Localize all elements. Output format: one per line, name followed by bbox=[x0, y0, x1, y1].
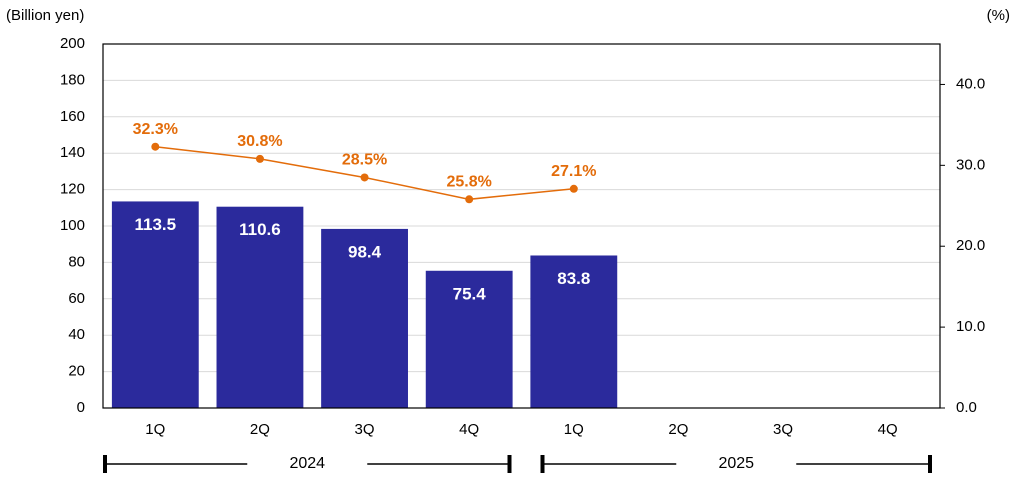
x-tick-label: 2Q bbox=[250, 421, 270, 438]
bar-label: 83.8 bbox=[557, 269, 590, 288]
bar bbox=[216, 206, 304, 408]
y-tick-label: 100 bbox=[60, 217, 85, 234]
x-tick-label: 4Q bbox=[878, 421, 898, 438]
bar bbox=[321, 228, 408, 408]
y-tick-label: 0 bbox=[77, 399, 85, 416]
bar-label: 110.6 bbox=[239, 220, 281, 239]
group-cap bbox=[507, 455, 512, 473]
line-point bbox=[360, 173, 369, 182]
y2-tick-label: 10.0 bbox=[956, 318, 985, 335]
bar bbox=[111, 201, 199, 408]
y-tick-label: 20 bbox=[68, 363, 85, 380]
line-point bbox=[569, 184, 578, 193]
y-tick-label: 200 bbox=[60, 35, 85, 52]
group-label: 2025 bbox=[718, 455, 754, 472]
bar bbox=[530, 255, 618, 408]
y2-tick-label: 20.0 bbox=[956, 237, 985, 254]
group-label: 2024 bbox=[289, 455, 325, 472]
y-axis-label: (Billion yen) bbox=[6, 7, 84, 24]
group-cap bbox=[928, 455, 932, 473]
y-tick-label: 160 bbox=[60, 108, 85, 125]
y-tick-label: 60 bbox=[68, 290, 85, 307]
group-cap bbox=[540, 455, 545, 473]
x-tick-label: 1Q bbox=[145, 421, 165, 438]
x-tick-label: 3Q bbox=[355, 421, 375, 438]
y-tick-label: 140 bbox=[60, 144, 85, 161]
bar-label: 98.4 bbox=[348, 242, 382, 261]
y2-tick-label: 40.0 bbox=[956, 75, 985, 92]
y2-axis-label: (%) bbox=[987, 7, 1010, 24]
line-point bbox=[151, 142, 160, 151]
group-label-bg bbox=[247, 454, 368, 474]
line-label: 32.3% bbox=[133, 121, 178, 138]
bar bbox=[425, 270, 513, 408]
y-tick-label: 120 bbox=[60, 181, 85, 198]
bar-label: 113.5 bbox=[135, 215, 177, 234]
x-tick-label: 1Q bbox=[564, 421, 584, 438]
y-tick-label: 80 bbox=[68, 253, 85, 270]
line-point bbox=[255, 154, 264, 163]
line-point bbox=[465, 195, 474, 204]
plot-frame bbox=[102, 43, 941, 409]
group-cap bbox=[103, 455, 107, 473]
line-label: 30.8% bbox=[237, 133, 282, 150]
x-tick-label: 4Q bbox=[459, 421, 479, 438]
y2-tick-label: 0.0 bbox=[956, 399, 977, 416]
y-tick-label: 40 bbox=[68, 326, 85, 343]
group-label-bg bbox=[676, 454, 797, 474]
line-label: 25.8% bbox=[447, 174, 492, 191]
x-tick-label: 2Q bbox=[668, 421, 688, 438]
y-tick-label: 180 bbox=[60, 71, 85, 88]
line-label: 28.5% bbox=[342, 152, 387, 169]
line-label: 27.1% bbox=[551, 163, 596, 180]
x-tick-label: 3Q bbox=[773, 421, 793, 438]
y2-tick-label: 30.0 bbox=[956, 156, 985, 173]
bar-label: 75.4 bbox=[453, 284, 487, 303]
